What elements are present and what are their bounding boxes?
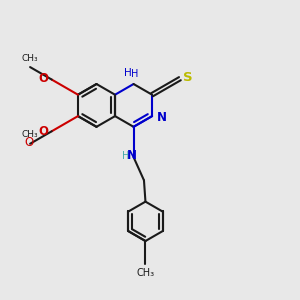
Text: CH₃: CH₃ bbox=[22, 54, 38, 63]
Text: H: H bbox=[122, 151, 129, 160]
Text: O: O bbox=[38, 125, 48, 138]
Text: H: H bbox=[124, 68, 132, 78]
Text: CH₃: CH₃ bbox=[136, 268, 154, 278]
Text: O: O bbox=[38, 72, 48, 85]
Text: O: O bbox=[24, 136, 33, 149]
Text: H: H bbox=[131, 69, 139, 79]
Text: N: N bbox=[127, 149, 137, 162]
Text: S: S bbox=[183, 71, 193, 84]
Text: CH₃: CH₃ bbox=[22, 130, 38, 139]
Text: N: N bbox=[157, 111, 166, 124]
